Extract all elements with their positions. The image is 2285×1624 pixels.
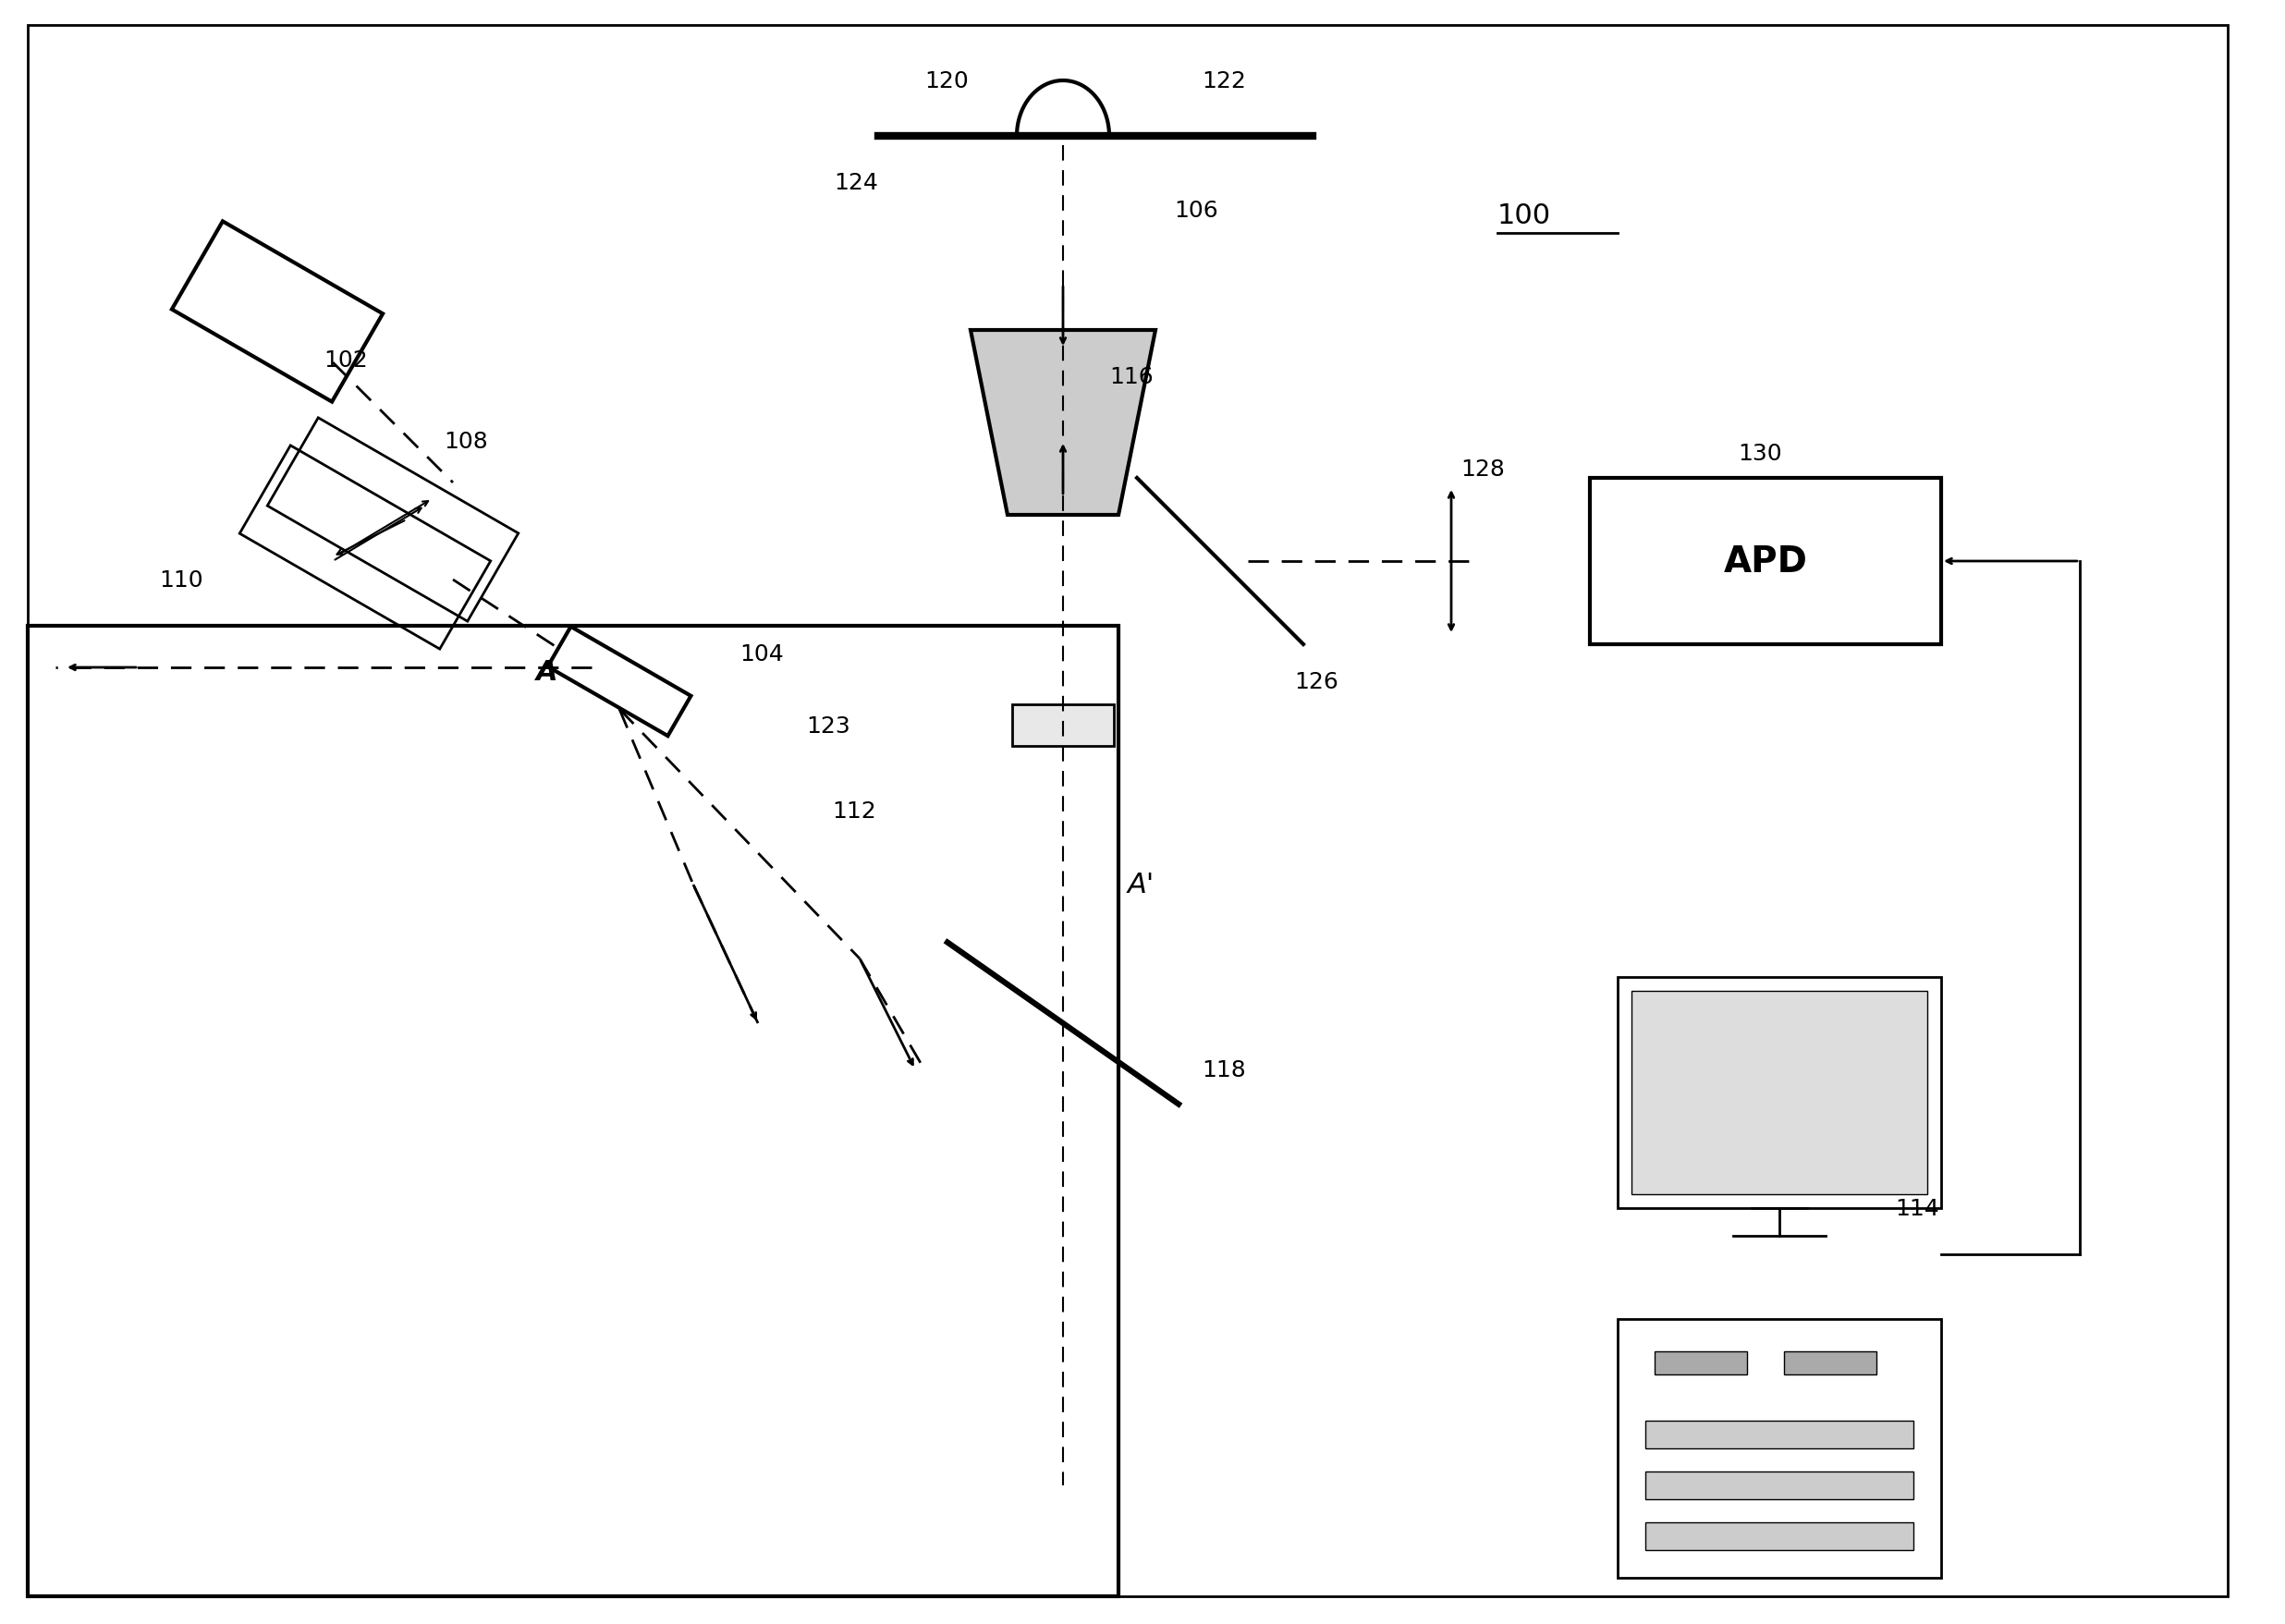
Bar <box>1785 1351 1876 1374</box>
Bar <box>1645 1421 1913 1449</box>
Bar <box>1618 1319 1942 1579</box>
Bar <box>1618 978 1942 1208</box>
Text: 123: 123 <box>807 715 850 737</box>
Text: 108: 108 <box>443 430 487 453</box>
Text: 122: 122 <box>1202 70 1245 93</box>
Text: 130: 130 <box>1739 442 1782 464</box>
Text: 100: 100 <box>1497 203 1552 229</box>
Text: 120: 120 <box>925 70 969 93</box>
Text: 112: 112 <box>832 801 875 822</box>
Bar <box>27 627 1117 1596</box>
Bar <box>1645 1522 1913 1549</box>
Text: 102: 102 <box>324 349 368 372</box>
Text: APD: APD <box>1723 544 1807 580</box>
Bar <box>1012 705 1113 747</box>
Text: 128: 128 <box>1460 458 1506 481</box>
Text: 116: 116 <box>1108 365 1154 388</box>
Bar <box>1654 1351 1748 1374</box>
Text: 124: 124 <box>834 172 877 193</box>
Text: A': A' <box>1129 872 1154 898</box>
Text: 114: 114 <box>1894 1197 1940 1220</box>
Text: 110: 110 <box>160 568 203 591</box>
Text: 118: 118 <box>1202 1059 1245 1082</box>
Text: 126: 126 <box>1293 671 1339 693</box>
Bar <box>1645 1471 1913 1499</box>
Text: 104: 104 <box>740 643 784 666</box>
Bar <box>1631 991 1926 1194</box>
Polygon shape <box>971 331 1156 515</box>
Text: 106: 106 <box>1174 200 1218 222</box>
Text: A: A <box>537 659 558 685</box>
